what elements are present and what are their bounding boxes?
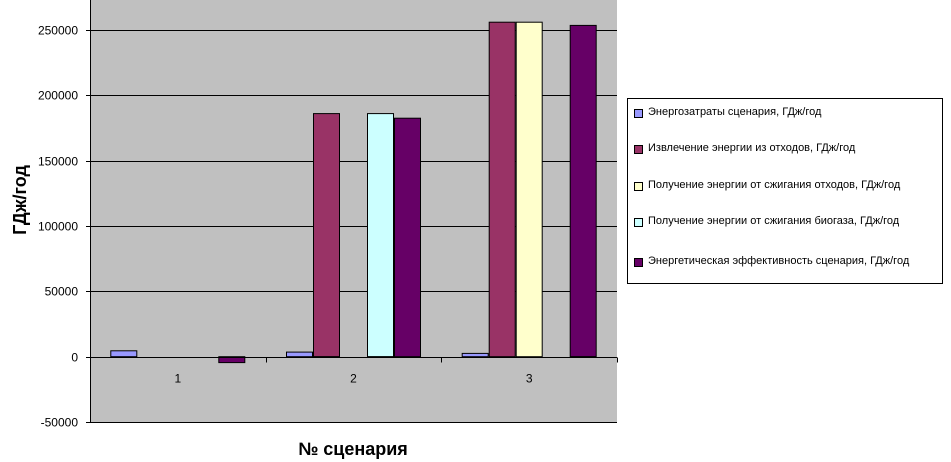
- bar: [394, 117, 421, 358]
- x-axis-ticks: 1 2 3: [90, 357, 618, 386]
- legend: Энергозатраты сценария, ГДж/год Извлечени…: [627, 98, 943, 284]
- legend-item: Получение энергии от сжигания биогаза, Г…: [634, 215, 938, 228]
- bars: [110, 21, 597, 364]
- legend-label: Получение энергии от сжигания отходов, Г…: [648, 179, 901, 191]
- bar: [218, 356, 246, 364]
- bar: [286, 351, 313, 358]
- legend-swatch: [634, 182, 643, 191]
- bar: [367, 113, 394, 358]
- bar: [569, 24, 597, 358]
- y-tick-label: 50000: [45, 285, 79, 299]
- bar: [313, 113, 340, 358]
- legend-swatch: [634, 258, 643, 267]
- legend-item: Энергетическая эффективность сценария, Г…: [634, 255, 938, 268]
- legend-label: Извлечение энергии из отходов, ГДж/год: [648, 142, 856, 154]
- bar: [110, 350, 138, 358]
- y-tick-label: 250000: [38, 24, 78, 38]
- x-axis-title: № сценария: [298, 439, 408, 459]
- legend-label: Энергозатраты сценария, ГДж/год: [648, 106, 822, 118]
- y-tick-label: 150000: [38, 155, 78, 169]
- x-tick-label: 2: [350, 372, 357, 386]
- bar: [461, 352, 489, 358]
- bar: [515, 21, 543, 358]
- y-tick-label: 200000: [38, 89, 78, 103]
- legend-item: Извлечение энергии из отходов, ГДж/год: [634, 142, 938, 155]
- legend-label: Получение энергии от сжигания биогаза, Г…: [648, 215, 900, 227]
- legend-swatch: [634, 218, 643, 227]
- legend-item: Энергозатраты сценария, ГДж/год: [634, 106, 938, 119]
- y-axis-title: ГДж/год: [10, 165, 30, 235]
- y-axis-ticks: -50000 0 50000 100000 150000 200000 250000: [38, 0, 91, 430]
- y-tick-label: -50000: [41, 416, 79, 430]
- legend-label: Энергетическая эффективность сценария, Г…: [648, 255, 910, 267]
- x-tick-label: 1: [174, 372, 181, 386]
- legend-swatch: [634, 145, 643, 154]
- legend-swatch: [634, 109, 643, 118]
- y-tick-label: 0: [71, 351, 78, 365]
- legend-item: Получение энергии от сжигания отходов, Г…: [634, 179, 938, 192]
- x-tick-label: 3: [526, 372, 533, 386]
- bar: [488, 21, 516, 358]
- y-tick-label: 100000: [38, 220, 78, 234]
